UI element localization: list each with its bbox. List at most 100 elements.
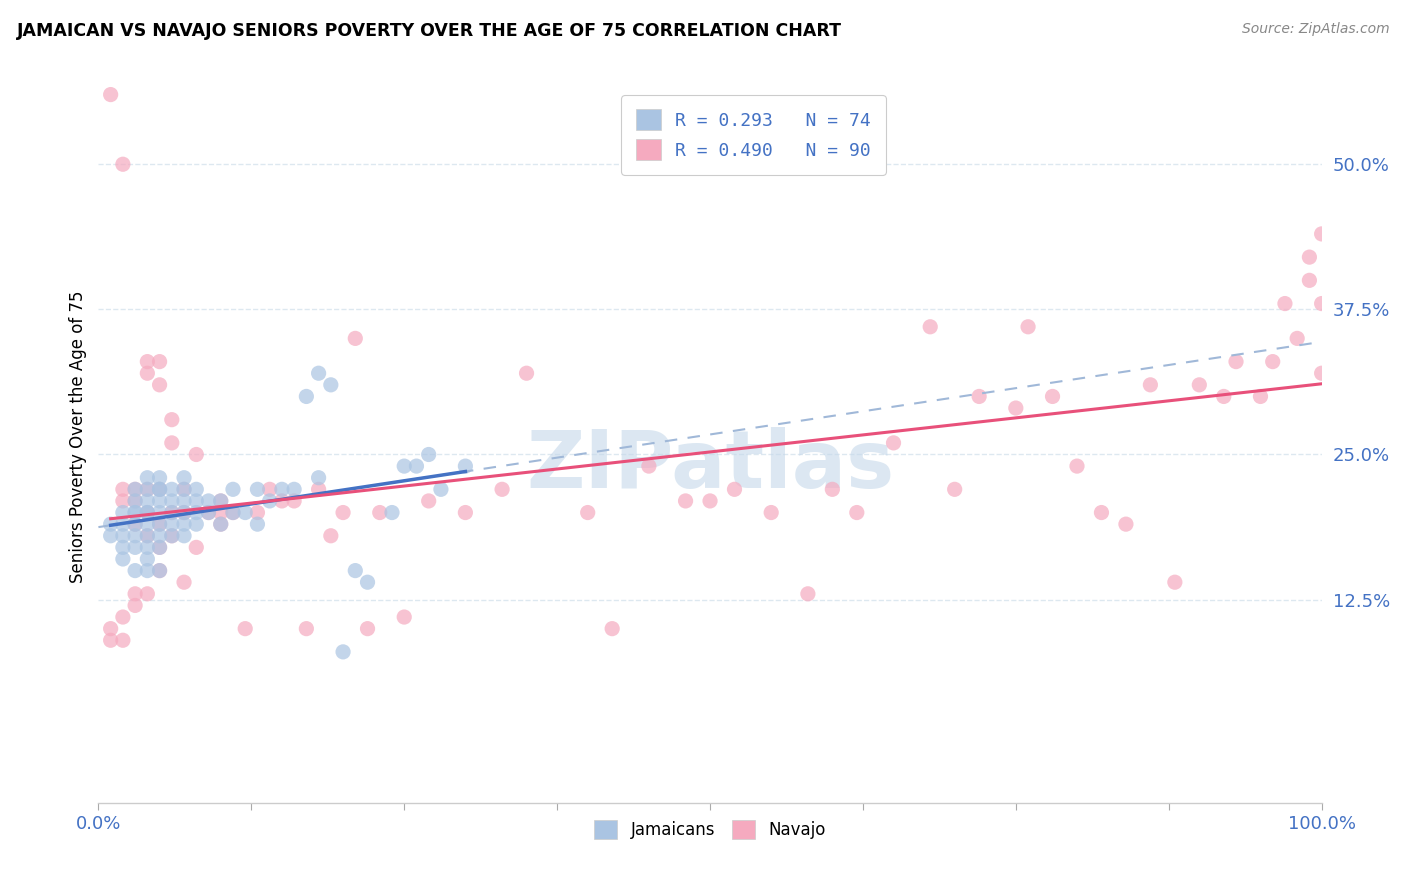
Point [418,494,440,508]
Point [124,587,146,601]
Point [100,87,122,102]
Point [943,483,966,497]
Point [600,622,623,636]
Point [761,506,783,520]
Point [136,506,159,520]
Point [845,506,868,520]
Point [356,575,378,590]
Point [209,494,232,508]
Point [1188,377,1211,392]
Point [136,541,159,555]
Point [149,564,172,578]
Point [368,506,391,520]
Point [392,610,416,624]
Point [160,517,183,532]
Point [430,483,453,497]
Point [515,366,537,380]
Point [295,389,318,403]
Point [124,483,146,497]
Point [160,412,183,426]
Point [149,564,172,578]
Point [319,529,342,543]
Point [1310,227,1333,241]
Point [308,471,330,485]
Point [111,541,134,555]
Point [1066,459,1088,474]
Point [111,483,134,497]
Point [356,622,378,636]
Point [967,389,990,403]
Point [1017,319,1039,334]
Point [797,587,820,601]
Point [173,471,195,485]
Point [186,483,208,497]
Point [675,494,697,508]
Point [111,517,134,532]
Point [111,494,134,508]
Point [209,494,232,508]
Point [111,529,134,543]
Point [259,494,281,508]
Point [197,506,219,520]
Point [124,494,146,508]
Point [160,436,183,450]
Point [173,483,195,497]
Point [149,483,172,497]
Point [222,483,245,497]
Point [160,483,183,497]
Point [1212,389,1234,403]
Point [283,483,305,497]
Point [124,483,146,497]
Point [344,564,367,578]
Point [222,506,245,520]
Text: ZIPatlas: ZIPatlas [526,427,894,506]
Point [136,354,159,368]
Point [308,483,330,497]
Point [1139,377,1161,392]
Point [124,599,146,613]
Point [173,506,195,520]
Point [136,494,159,508]
Point [124,506,146,520]
Point [1249,389,1271,403]
Point [1225,354,1247,368]
Point [319,377,342,392]
Point [136,529,159,543]
Point [149,354,172,368]
Point [246,517,269,532]
Point [392,459,416,474]
Point [246,483,269,497]
Point [136,483,159,497]
Point [149,506,172,520]
Point [186,517,208,532]
Point [1274,296,1296,310]
Point [124,541,146,555]
Point [136,517,159,532]
Text: JAMAICAN VS NAVAJO SENIORS POVERTY OVER THE AGE OF 75 CORRELATION CHART: JAMAICAN VS NAVAJO SENIORS POVERTY OVER … [17,22,842,40]
Point [149,483,172,497]
Point [111,157,134,171]
Point [173,494,195,508]
Point [149,483,172,497]
Point [160,529,183,543]
Point [920,319,942,334]
Y-axis label: Seniors Poverty Over the Age of 75: Seniors Poverty Over the Age of 75 [69,291,87,583]
Point [136,552,159,566]
Legend: Jamaicans, Navajo: Jamaicans, Navajo [588,814,832,846]
Point [173,575,195,590]
Point [100,633,122,648]
Point [405,459,427,474]
Point [149,494,172,508]
Point [160,529,183,543]
Point [149,517,172,532]
Point [149,541,172,555]
Point [418,448,440,462]
Point [100,622,122,636]
Point [136,471,159,485]
Point [233,506,256,520]
Point [149,529,172,543]
Point [1261,354,1284,368]
Point [723,483,745,497]
Point [1164,575,1187,590]
Point [209,506,232,520]
